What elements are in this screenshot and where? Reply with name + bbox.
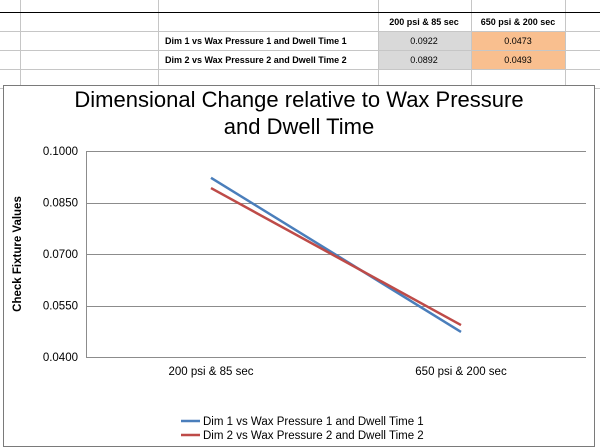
cell-r2-c1[interactable] xyxy=(378,50,471,69)
table-row-label-2: Dim 2 vs Wax Pressure 2 and Dwell Time 2 xyxy=(165,55,347,65)
series-line-2[interactable] xyxy=(210,186,462,327)
table-value-r2-c2: 0.0493 xyxy=(504,55,532,65)
table-value-r1-c2: 0.0473 xyxy=(504,36,532,46)
table-header-2: 650 psi & 200 sec xyxy=(481,17,556,27)
cell-r1-c2[interactable] xyxy=(471,31,565,50)
chart-title-line-2: and Dwell Time xyxy=(223,114,375,139)
chart-area[interactable]: Dimensional Change relative to Wax Press… xyxy=(3,85,595,447)
chart-title-line-1: Dimensional Change relative to Wax Press… xyxy=(74,87,524,112)
y-tick-label-2: 0.0700 xyxy=(43,249,78,261)
series-line-1[interactable] xyxy=(210,176,462,334)
y-tick-label-3: 0.0550 xyxy=(43,301,78,313)
legend-entry-2: Dim 2 vs Wax Pressure 2 and Dwell Time 2 xyxy=(203,430,424,442)
table-header-1: 200 psi & 85 sec xyxy=(389,17,459,27)
y-tick-label-0: 0.1000 xyxy=(43,146,78,158)
legend-entry-1: Dim 1 vs Wax Pressure 1 and Dwell Time 1 xyxy=(203,416,424,428)
y-tick-label-4: 0.0400 xyxy=(43,352,78,364)
table-value-r2-c1: 0.0892 xyxy=(410,55,438,65)
y-axis-label: Check Fixture Values xyxy=(12,196,24,312)
table-row-label-1: Dim 1 vs Wax Pressure 1 and Dwell Time 1 xyxy=(165,36,347,46)
y-tick-label-1: 0.0850 xyxy=(43,198,78,210)
x-tick-label-0: 200 psi & 85 sec xyxy=(168,366,253,378)
chart-title: Dimensional Change relative to Wax Press… xyxy=(4,86,594,140)
x-tick-label-1: 650 psi & 200 sec xyxy=(415,366,507,378)
plot-area: 0.1000 0.0850 0.0700 0.0550 0.0400 200 psi & … xyxy=(12,146,586,442)
cell-r1-c1[interactable] xyxy=(378,31,471,50)
table-value-r1-c1: 0.0922 xyxy=(410,36,438,46)
cell-r2-c2[interactable] xyxy=(471,50,565,69)
